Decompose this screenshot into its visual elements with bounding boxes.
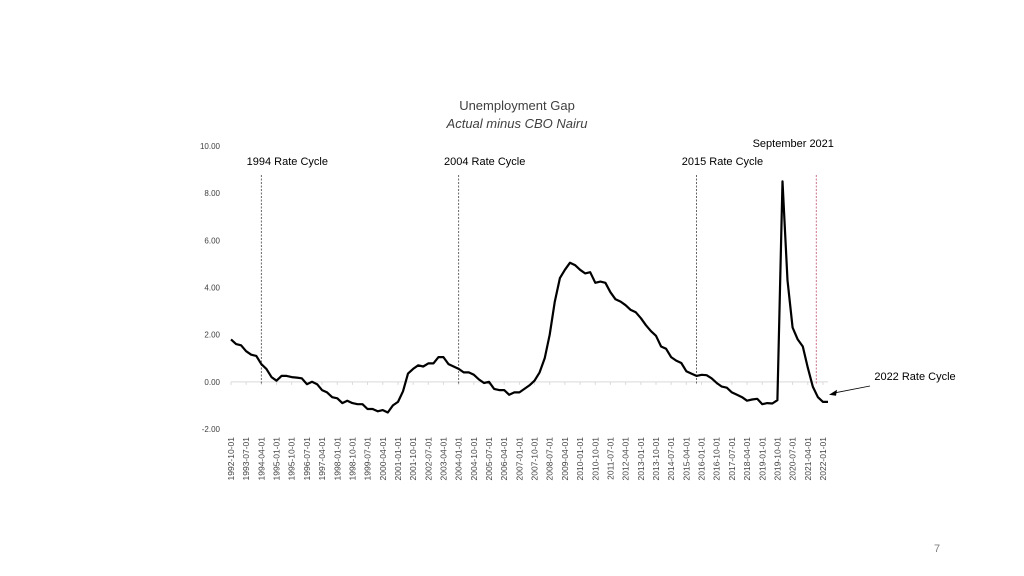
x-tick-label: 2001-01-01	[393, 437, 403, 481]
series-line	[230, 180, 828, 414]
x-tick-label: 2004-10-01	[469, 437, 479, 481]
y-tick-label: 4.00	[204, 284, 220, 293]
x-tick-label: 2003-04-01	[438, 437, 448, 481]
x-tick-label: 2015-04-01	[681, 437, 691, 481]
x-tick-label: 2007-01-01	[514, 437, 524, 481]
x-tick-label: 2000-04-01	[378, 437, 388, 481]
x-tick-label: 2022-01-01	[818, 437, 828, 481]
y-tick-label: -2.00	[202, 425, 221, 434]
y-tick-label: 0.00	[204, 378, 220, 387]
x-tick-label: 2013-01-01	[636, 437, 646, 481]
x-tick-label: 2001-10-01	[408, 437, 418, 481]
x-tick-label: 2013-10-01	[651, 437, 661, 481]
annotation-arrow-line	[834, 385, 871, 394]
x-tick-label: 2005-07-01	[484, 437, 494, 481]
rate-cycle-label: 2004 Rate Cycle	[444, 156, 525, 168]
annotation-label: 2022 Rate Cycle	[874, 371, 955, 383]
rate-cycle-label: 2015 Rate Cycle	[682, 156, 763, 168]
x-tick-label: 2014-07-01	[666, 437, 676, 481]
page-number: 7	[934, 543, 941, 555]
x-tick-label: 2006-04-01	[499, 437, 509, 481]
y-tick-label: 6.00	[204, 236, 220, 245]
rate-cycle-markers: 1994 Rate Cycle 2004 Rate Cycle 2015 Rate …	[247, 138, 834, 384]
x-tick-label: 2016-10-01	[712, 437, 722, 481]
x-tick-label: 2019-10-01	[772, 437, 782, 481]
x-tick-label: 2018-04-01	[742, 437, 752, 481]
x-tick-label: 1995-10-01	[287, 437, 297, 481]
x-tick-label: 1995-01-01	[272, 437, 282, 481]
x-tick-label: 2010-01-01	[575, 437, 585, 481]
x-tick-label: 2021-04-01	[803, 437, 813, 481]
x-tick-label: 1994-04-01	[256, 437, 266, 481]
annotation-arrow-head	[829, 389, 837, 396]
y-tick-label: 10.00	[200, 142, 221, 151]
x-tick-label: 2012-04-01	[621, 437, 631, 481]
x-tick-label: 2011-07-01	[605, 437, 615, 480]
x-tick-label: 2016-01-01	[697, 437, 707, 481]
x-axis: 1992-10-01 1993-07-01 1994-04-01 1995-01-01…	[226, 381, 828, 481]
x-tick-label: 2002-07-01	[423, 437, 433, 481]
x-tick-label: 2017-07-01	[727, 437, 737, 481]
x-tick-label: 1993-07-01	[241, 437, 251, 481]
y-axis: 10.00 8.00 6.00 4.00 2.00 0.00 -2.00	[200, 142, 221, 434]
x-tick-label: 1999-07-01	[363, 437, 373, 481]
x-tick-label: 1998-01-01	[332, 437, 342, 481]
x-tick-label: 1998-10-01	[347, 437, 357, 481]
x-tick-label: 2004-01-01	[454, 437, 464, 481]
y-tick-label: 2.00	[204, 331, 220, 340]
x-tick-label: 1992-10-01	[226, 437, 236, 481]
annotations: 2022 Rate Cycle	[829, 371, 956, 396]
chart-title: Unemployment Gap	[459, 98, 575, 113]
rate-cycle-label: September 2021	[753, 138, 834, 150]
series-group	[230, 180, 828, 414]
x-tick-label: 2010-10-01	[590, 437, 600, 481]
rate-cycle-label: 1994 Rate Cycle	[247, 156, 328, 168]
x-tick-label: 2008-07-01	[545, 437, 555, 481]
x-tick-label: 2009-04-01	[560, 437, 570, 481]
x-tick-label: 1996-07-01	[302, 437, 312, 481]
chart-subtitle: Actual minus CBO Nairu	[446, 116, 588, 131]
x-tick-label: 2019-01-01	[757, 437, 767, 481]
x-tick-label: 1997-04-01	[317, 437, 327, 481]
x-tick-label: 2020-07-01	[788, 437, 798, 481]
x-tick-label: 2007-10-01	[530, 437, 540, 481]
y-tick-label: 8.00	[204, 189, 220, 198]
